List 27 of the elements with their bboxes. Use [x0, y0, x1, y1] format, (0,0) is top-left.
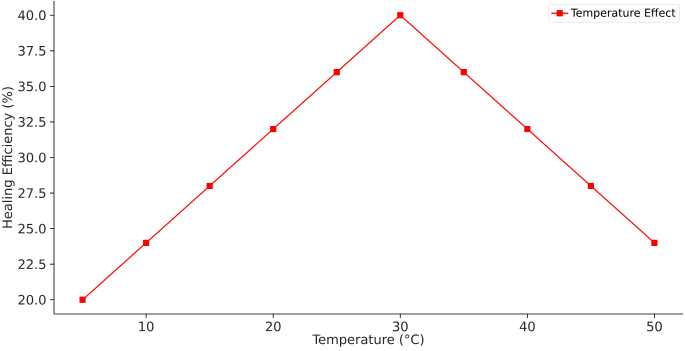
point: [651, 240, 658, 246]
point: [588, 182, 594, 190]
x-axis-title: Temperature (°C): [312, 334, 424, 347]
point: [143, 240, 150, 246]
y-tick-label: 40.0: [18, 10, 46, 20]
point: [460, 69, 467, 76]
point: [79, 296, 86, 303]
y-tick-label: 25.0: [18, 224, 46, 234]
point: [206, 182, 213, 190]
y-tick-label: 20.0: [18, 294, 46, 305]
legend-label: Temperature Effect: [570, 8, 676, 19]
y-axis-title: Healing Efficiency (%): [2, 87, 15, 228]
y-tick-label: 30.0: [18, 152, 46, 162]
point: [397, 12, 404, 18]
point: [270, 126, 276, 132]
x-tick-label: 10: [139, 322, 154, 332]
y-tick-label: 35.0: [18, 81, 46, 92]
x-tick-label: 30: [392, 322, 408, 332]
x-tick-label: 50: [647, 322, 662, 332]
y-tick-label: 37.5: [18, 46, 46, 56]
x-tick-label: 20: [266, 322, 281, 332]
point: [334, 69, 340, 76]
x-tick-label: 40: [520, 322, 535, 332]
y-tick-label: 32.5: [18, 117, 46, 127]
y-tick-label: 22.5: [18, 259, 46, 270]
y-tick-label: 27.5: [18, 188, 46, 198]
point: [524, 126, 530, 132]
